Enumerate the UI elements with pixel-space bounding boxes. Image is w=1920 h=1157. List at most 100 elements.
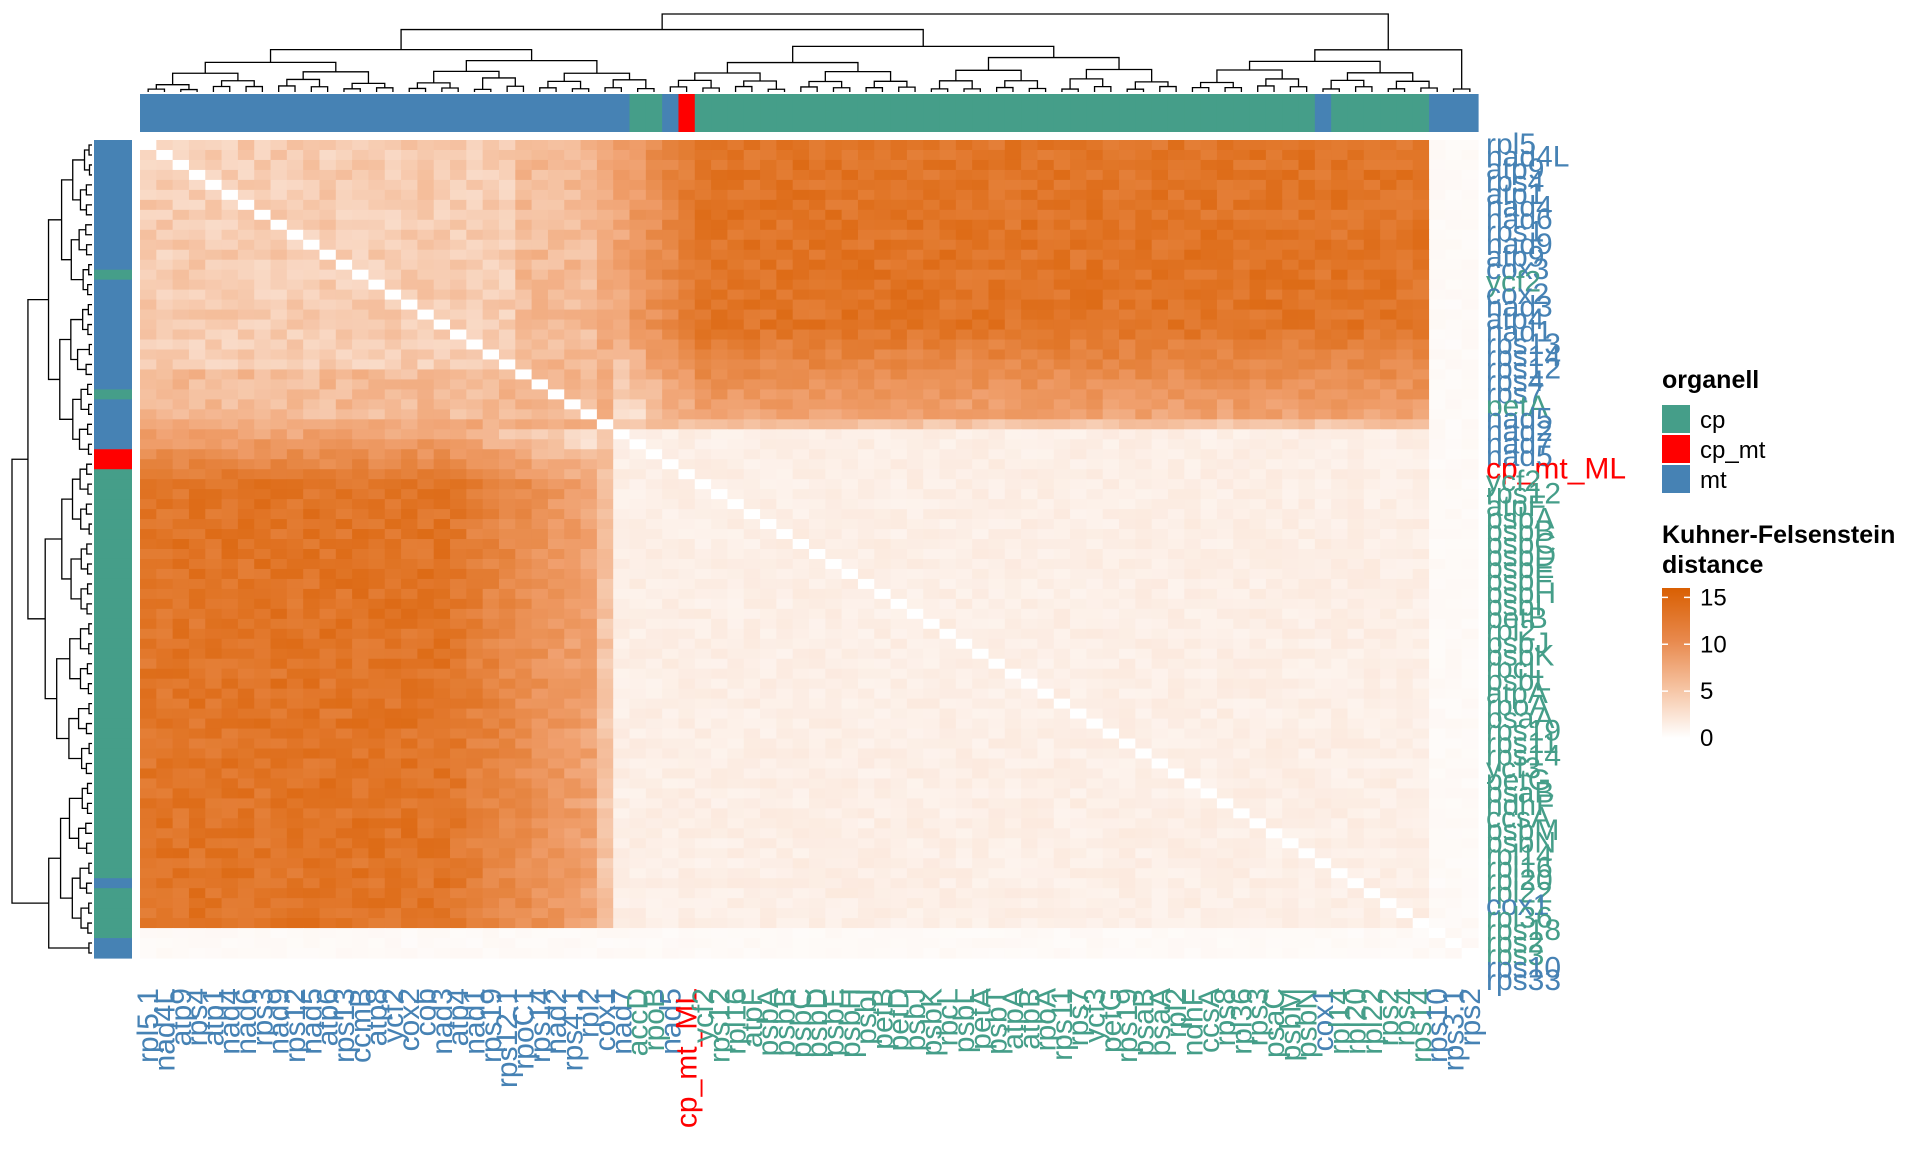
heatmap-cell <box>857 429 875 440</box>
heatmap-cell <box>743 539 761 550</box>
heatmap-cell <box>1053 648 1071 660</box>
heatmap-cell <box>1380 558 1398 570</box>
heatmap-cell <box>809 179 826 191</box>
heatmap-cell <box>156 179 174 191</box>
heatmap-cell <box>939 409 957 420</box>
heatmap-cell <box>743 449 761 460</box>
heatmap-cell <box>923 479 941 490</box>
heatmap-cell <box>1412 429 1430 440</box>
heatmap-cell <box>580 219 598 231</box>
heatmap-cell <box>221 409 239 420</box>
heatmap-cell <box>923 279 941 291</box>
heatmap-cell <box>596 219 614 231</box>
heatmap-cell <box>482 379 500 390</box>
heatmap-cell <box>1233 658 1251 670</box>
heatmap-cell <box>188 399 206 410</box>
heatmap-cell <box>760 549 777 560</box>
heatmap-cell <box>613 399 631 410</box>
heatmap-cell <box>939 509 957 520</box>
heatmap-cell <box>319 159 337 171</box>
heatmap-cell <box>433 239 451 251</box>
heatmap-cell <box>955 359 973 371</box>
heatmap-cell <box>1380 549 1398 560</box>
heatmap-cell <box>923 459 941 470</box>
heatmap-cell <box>450 409 467 420</box>
column-annotation-cell <box>1119 94 1136 132</box>
heatmap-cell <box>874 349 892 361</box>
heatmap-cell <box>874 558 892 570</box>
heatmap-cell <box>988 608 1006 620</box>
heatmap-cell <box>319 598 337 610</box>
heatmap-cell <box>1184 169 1202 181</box>
heatmap-cell <box>1021 259 1039 271</box>
heatmap-cell <box>1396 389 1414 400</box>
heatmap-cell <box>205 189 223 201</box>
heatmap-cell <box>1396 648 1414 660</box>
heatmap-cell <box>433 159 451 171</box>
heatmap-cell <box>1086 229 1104 241</box>
heatmap-cell <box>1412 329 1430 341</box>
heatmap-cell <box>1086 359 1104 371</box>
heatmap-cell <box>890 229 908 241</box>
heatmap-cell <box>1102 299 1120 311</box>
heatmap-cell <box>1396 459 1414 470</box>
heatmap-cell <box>1265 229 1283 241</box>
dendrogram-branch <box>1346 72 1414 82</box>
heatmap-cell <box>874 379 892 390</box>
heatmap-cell <box>1119 399 1136 410</box>
heatmap-cell <box>857 608 875 620</box>
heatmap-cell <box>1086 439 1104 450</box>
heatmap-cell <box>1151 469 1169 480</box>
heatmap-cell <box>140 269 157 281</box>
heatmap-cell <box>384 309 402 321</box>
heatmap-cell <box>792 449 810 460</box>
heatmap-cell <box>955 698 973 710</box>
heatmap-cell <box>1151 259 1169 271</box>
heatmap-cell <box>417 439 435 450</box>
heatmap-cell <box>711 479 729 490</box>
heatmap-cell <box>890 688 908 700</box>
heatmap-cell <box>792 529 810 540</box>
heatmap-cell <box>221 389 239 400</box>
heatmap-cell <box>1135 140 1153 151</box>
heatmap-cell <box>1053 668 1071 680</box>
heatmap-cell <box>857 568 875 580</box>
heatmap-cell <box>1167 499 1185 510</box>
heatmap-cell <box>955 499 973 510</box>
heatmap-cell <box>874 688 892 700</box>
heatmap-cell <box>352 469 370 480</box>
heatmap-cell <box>580 449 598 460</box>
heatmap-cell <box>270 179 288 191</box>
heatmap-cell <box>221 509 239 520</box>
heatmap-cell <box>1412 588 1430 600</box>
heatmap-cell <box>1331 608 1349 620</box>
heatmap-cell <box>1004 638 1022 650</box>
heatmap-cell <box>1347 279 1365 291</box>
heatmap-cell <box>743 549 761 560</box>
heatmap-cell <box>352 568 370 580</box>
heatmap-cell <box>515 568 533 580</box>
heatmap-cell <box>972 379 990 390</box>
heatmap-cell <box>237 269 255 281</box>
heatmap-cell <box>498 229 516 241</box>
heatmap-cell <box>792 359 810 371</box>
heatmap-cell <box>1298 419 1316 430</box>
heatmap-cell <box>270 249 288 261</box>
heatmap-cell <box>727 588 745 600</box>
heatmap-cell <box>335 169 353 181</box>
heatmap-cell <box>1086 389 1104 400</box>
heatmap-cell <box>368 369 386 381</box>
heatmap-cell <box>1445 568 1463 580</box>
heatmap-cell <box>466 189 484 201</box>
heatmap-cell <box>221 459 239 470</box>
heatmap-cell <box>743 239 761 251</box>
heatmap-cell <box>319 678 337 690</box>
heatmap-cell <box>857 219 875 231</box>
heatmap-cell <box>1249 329 1267 341</box>
dendrogram-branch <box>726 61 859 74</box>
heatmap-cell <box>678 159 696 171</box>
heatmap-cell <box>923 149 941 161</box>
heatmap-cell <box>906 299 924 311</box>
heatmap-cell <box>1037 568 1055 580</box>
